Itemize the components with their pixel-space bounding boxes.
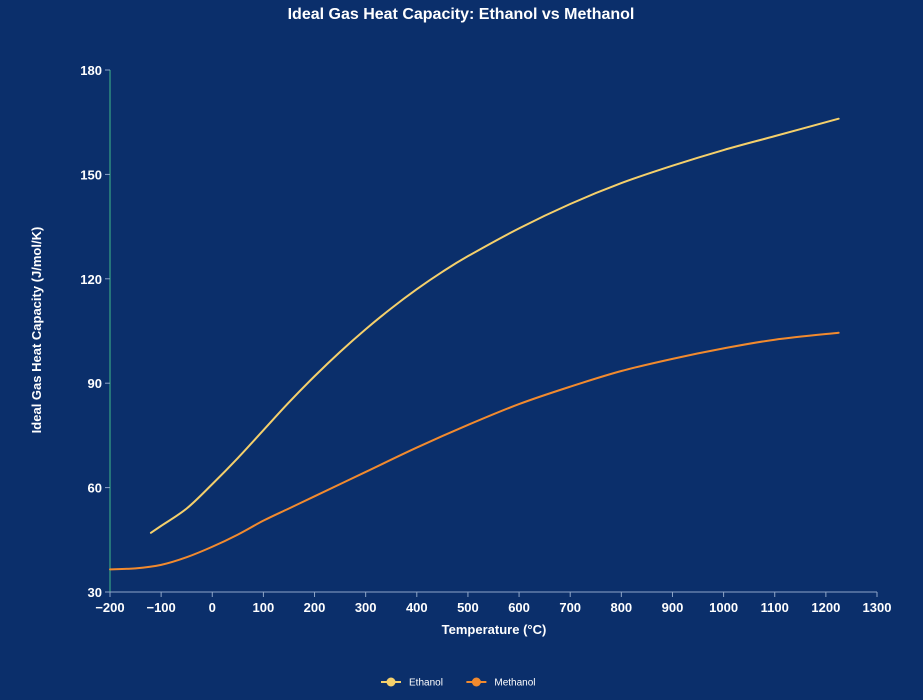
x-tick-label: 300 [355,600,377,615]
x-tick-label: 1200 [811,600,840,615]
legend-swatch-marker [471,677,481,687]
x-tick-label: 700 [559,600,581,615]
y-tick-label: 30 [88,585,102,600]
x-tick-label: 100 [253,600,275,615]
y-tick-label: 180 [80,63,102,78]
x-tick-label: 400 [406,600,428,615]
plot-area: 30 60 90 120 150 180 −200 −100 0 100 200 300 400 500 6… [80,63,891,615]
y-tick-label: 150 [80,167,102,182]
y-tick-label: 90 [88,376,102,391]
x-tick-label: 200 [304,600,326,615]
series-line-methanol [109,331,840,571]
x-tick-label: 1100 [761,600,789,615]
x-tick-label: 0 [209,600,216,615]
legend-label: Methanol [494,678,535,689]
x-tick-label: 900 [662,600,684,615]
y-tick-label: 60 [88,481,102,496]
legend-item-methanol: Methanol [466,677,536,689]
series-line-ethanol [149,117,840,534]
x-tick-label: −100 [146,600,175,615]
chart-title: Ideal Gas Heat Capacity: Ethanol vs Meth… [288,6,635,23]
x-tick-label: 800 [610,600,632,615]
x-tick-label: −200 [95,600,124,615]
y-tick-label: 120 [80,272,102,287]
legend: Ethanol Methanol [381,677,536,689]
y-axis-title: Ideal Gas Heat Capacity (J/mol/K) [29,227,44,434]
x-tick-label: 600 [508,600,530,615]
x-tick-label: 1300 [863,600,892,615]
x-tick-label: 500 [457,600,479,615]
legend-label: Ethanol [409,678,443,689]
x-tick-label: 1000 [709,600,738,615]
x-axis-title: Temperature (°C) [442,622,547,637]
legend-swatch-marker [386,677,396,687]
legend-item-ethanol: Ethanol [381,677,443,689]
